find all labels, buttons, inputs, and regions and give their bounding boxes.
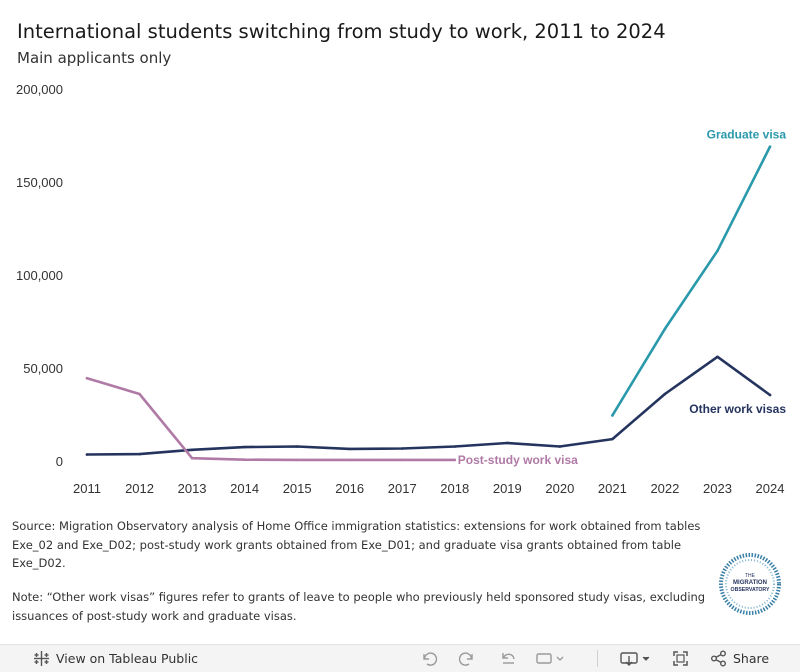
x-tick-label: 2014: [230, 481, 259, 496]
data-point: [190, 448, 194, 452]
series-label: Post-study work visa: [458, 453, 578, 467]
fullscreen-button[interactable]: [672, 645, 689, 672]
footnote: Note: “Other work visas” figures refer t…: [12, 590, 706, 623]
redo-button[interactable]: [459, 645, 476, 672]
series-label: Graduate visa: [707, 128, 787, 142]
data-point: [716, 355, 719, 359]
x-tick-label: 2013: [178, 481, 207, 496]
data-point: [558, 445, 562, 448]
tableau-toolbar: View on Tableau Public: [0, 644, 800, 672]
y-tick-label: 200,000: [16, 82, 63, 97]
tableau-icon: [34, 651, 49, 666]
x-tick-label: 2011: [73, 481, 101, 496]
pause-icon: [536, 653, 564, 664]
y-tick-label: 0: [56, 454, 63, 469]
share-button[interactable]: Share: [710, 645, 769, 672]
data-point: [85, 376, 89, 380]
x-tick-label: 2012: [125, 481, 154, 496]
share-icon: [711, 650, 726, 667]
series-line-post-study-work-visa: [85, 376, 457, 462]
data-point: [243, 458, 246, 461]
data-point: [506, 441, 509, 445]
x-tick-label: 2022: [650, 481, 679, 496]
x-tick-label: 2015: [283, 481, 312, 496]
data-point: [611, 437, 614, 441]
logo-text-2: MIGRATION: [733, 580, 767, 586]
revert-icon: [502, 653, 515, 664]
data-point: [138, 392, 141, 396]
view-on-tableau-label: View on Tableau Public: [56, 651, 199, 666]
series-line-graduate-visa: [611, 145, 772, 417]
x-tick-label: 2016: [335, 481, 364, 496]
logo-text-3: OBSERVATORY: [731, 587, 770, 593]
data-point: [348, 447, 351, 451]
data-point: [295, 445, 299, 448]
logo-text-1: THE: [745, 573, 756, 579]
data-point: [663, 327, 667, 331]
y-tick-label: 100,000: [16, 268, 63, 283]
x-tick-label: 2017: [388, 481, 417, 496]
undo-button[interactable]: [420, 645, 437, 672]
series-line-other-work-visas: [85, 355, 772, 456]
x-tick-label: 2021: [598, 481, 627, 496]
data-point: [85, 453, 89, 456]
data-point: [190, 456, 194, 460]
data-point: [400, 458, 404, 462]
download-button[interactable]: [620, 645, 652, 672]
series-label: Other work visas: [689, 402, 786, 416]
data-point: [768, 393, 772, 397]
view-on-tableau-link[interactable]: View on Tableau Public: [33, 645, 198, 672]
chart-subtitle: Main applicants only: [17, 49, 172, 67]
redo-icon: [459, 652, 473, 666]
share-label: Share: [733, 651, 770, 666]
download-icon: [620, 652, 650, 666]
revert-button[interactable]: [500, 645, 517, 672]
data-point: [453, 458, 457, 462]
data-point: [453, 445, 457, 448]
x-tick-label: 2023: [703, 481, 732, 496]
x-tick-label: 2018: [440, 481, 469, 496]
data-point: [348, 458, 351, 462]
data-point: [138, 452, 141, 456]
undo-icon: [423, 652, 437, 666]
fullscreen-icon: [673, 651, 688, 666]
data-point: [663, 392, 667, 396]
x-tick-label: 2019: [493, 481, 522, 496]
data-point: [716, 249, 719, 253]
source-note: Source: Migration Observatory analysis o…: [12, 519, 701, 570]
data-point: [295, 458, 299, 462]
data-point: [611, 414, 614, 417]
y-tick-label: 150,000: [16, 175, 63, 190]
migration-observatory-logo: THE MIGRATION OBSERVATORY: [719, 553, 781, 615]
y-tick-label: 50,000: [23, 361, 63, 376]
data-point: [243, 445, 246, 449]
x-tick-label: 2020: [545, 481, 574, 496]
toolbar-separator: [597, 650, 598, 667]
line-chart: 0 50,000 100,000 150,000 200,000 2011 2012 2013…: [16, 82, 787, 496]
x-tick-label: 2024: [756, 481, 785, 496]
data-point: [400, 447, 404, 450]
pause-button[interactable]: [536, 645, 564, 672]
data-point: [768, 145, 772, 148]
chart-title: International students switching from st…: [17, 20, 666, 43]
